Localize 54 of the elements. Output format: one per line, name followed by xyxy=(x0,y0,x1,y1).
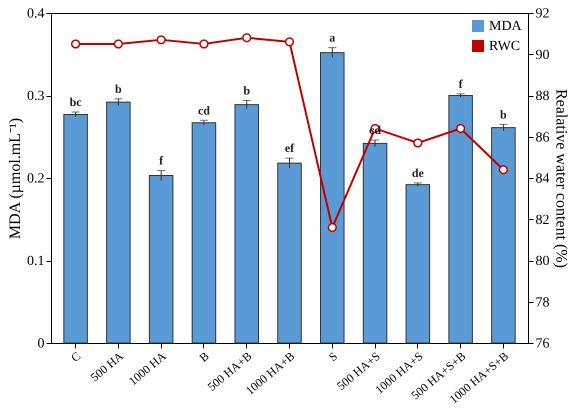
bar xyxy=(448,95,473,344)
y2-axis-title: Realative water content (%) xyxy=(552,88,570,268)
x-tick-label: 500 HA xyxy=(88,348,126,384)
data-label: f xyxy=(458,76,464,91)
point xyxy=(242,33,252,42)
y2-tick-label: 88 xyxy=(536,89,550,104)
data-label: ef xyxy=(284,141,296,156)
point xyxy=(328,222,337,232)
y2-tick-label: 76 xyxy=(536,336,550,352)
y-tick-label: 0.4 xyxy=(27,6,44,22)
bar xyxy=(192,122,216,344)
bar xyxy=(320,52,345,344)
y-axis-title: MDA (µmol.mL⁻¹) xyxy=(7,118,24,240)
bar xyxy=(63,114,88,344)
x-tick-label: 1000 HA xyxy=(126,348,170,388)
legend-label: RWC xyxy=(489,39,520,54)
y2-tick-label: 82 xyxy=(536,212,550,228)
data-label: b xyxy=(243,83,250,98)
y-tick-label: 0.2 xyxy=(27,172,44,186)
bar xyxy=(491,127,516,344)
y2-tick-label: 78 xyxy=(536,295,550,310)
bar xyxy=(106,102,131,344)
y-tick-label: 0.1 xyxy=(27,254,44,269)
y-tick-label: 0.3 xyxy=(27,89,44,104)
point xyxy=(456,124,466,134)
x-tick-label: C xyxy=(68,348,84,365)
point xyxy=(156,35,166,44)
bar xyxy=(362,142,388,344)
legend-label: MDA xyxy=(489,19,523,34)
y-tick-label: 0 xyxy=(38,336,44,352)
point xyxy=(413,138,422,148)
data-label: f xyxy=(159,154,164,168)
point xyxy=(70,39,80,49)
data-label: a xyxy=(329,30,336,45)
bar xyxy=(148,175,174,344)
y2-tick-label: 86 xyxy=(536,130,550,146)
bar xyxy=(234,104,259,344)
data-label: bc xyxy=(70,95,82,109)
x-tick-label: S xyxy=(326,348,340,364)
x-tick-label: B xyxy=(196,348,212,365)
data-label: b xyxy=(115,82,122,96)
y2-tick-label: 92 xyxy=(536,6,550,22)
point xyxy=(199,39,209,49)
point xyxy=(284,37,294,46)
point xyxy=(114,39,123,49)
y2-tick-label: 84 xyxy=(536,172,550,186)
data-label: b xyxy=(500,107,508,122)
data-label: cd xyxy=(198,103,210,118)
bar xyxy=(277,162,302,344)
data-label: de xyxy=(412,166,425,180)
y2-tick-label: 80 xyxy=(536,254,550,269)
y2-tick-label: 90 xyxy=(536,48,550,63)
bar xyxy=(406,184,430,344)
point xyxy=(498,165,508,174)
